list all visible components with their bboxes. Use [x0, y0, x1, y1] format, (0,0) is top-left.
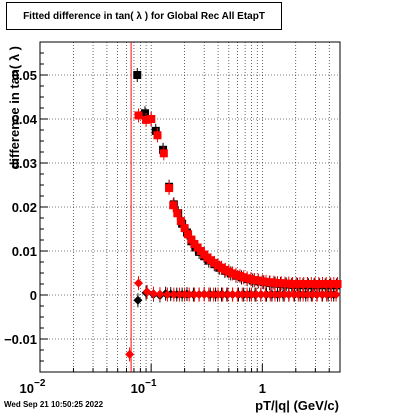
grid — [40, 42, 340, 372]
square-marker — [147, 115, 156, 123]
data-points — [125, 68, 342, 362]
diamond-marker — [142, 287, 152, 297]
square-marker — [140, 109, 149, 118]
diamond-marker — [169, 290, 179, 300]
y-tick-label: 0 — [30, 288, 37, 303]
chart-title: Fitted difference in tan( λ ) for Global… — [23, 10, 265, 22]
diamond-marker — [149, 289, 159, 299]
square-marker — [187, 235, 196, 244]
diamond-marker — [233, 290, 243, 300]
diamond-marker — [331, 290, 341, 300]
square-marker — [151, 126, 160, 135]
y-tick-label: −0.01 — [4, 332, 37, 347]
diamond-marker — [303, 290, 313, 300]
y-tick-label: 0.02 — [12, 200, 37, 215]
square-marker — [153, 131, 162, 140]
square-marker — [184, 230, 193, 239]
diamond-marker — [247, 290, 257, 300]
diamond-marker — [237, 290, 247, 300]
diamond-marker — [228, 290, 238, 300]
x-tick-exponent: −1 — [145, 378, 157, 389]
diamond-marker — [155, 289, 165, 299]
axis-ticks — [39, 41, 341, 373]
square-marker — [173, 209, 182, 218]
diamond-marker — [326, 290, 336, 300]
timestamp-footer: Wed Sep 21 10:50:25 2022 — [4, 400, 104, 409]
square-marker — [142, 115, 151, 124]
square-marker — [165, 184, 174, 193]
diamond-marker — [125, 349, 135, 359]
diamond-marker — [199, 290, 209, 300]
diamond-marker — [289, 290, 299, 300]
y-axis-label: difference in tan( λ ) — [7, 46, 22, 170]
diamond-marker — [180, 290, 190, 300]
y-tick-label: 0.04 — [12, 112, 38, 127]
diamond-marker — [184, 290, 194, 300]
diamond-marker — [284, 290, 294, 300]
diamond-marker — [308, 290, 318, 300]
diamond-marker — [322, 290, 332, 300]
diamond-marker — [213, 290, 223, 300]
diamond-marker — [218, 290, 228, 300]
x-tick-label: 10 — [131, 381, 145, 396]
square-marker — [159, 149, 168, 158]
square-marker — [169, 201, 178, 210]
y-tick-label: 0.01 — [12, 244, 37, 259]
y-tick-labels: 0.05 0.04 0.03 0.02 0.01 0 −0.01 — [4, 68, 38, 347]
square-marker — [133, 71, 142, 79]
diamond-marker — [261, 290, 271, 300]
diamond-marker — [204, 290, 214, 300]
diamond-marker — [312, 290, 322, 300]
x-tick-label: 1 — [259, 381, 266, 396]
diamond-marker — [265, 290, 275, 300]
y-tick-label: 0.05 — [12, 68, 37, 83]
x-axis-label: pT/|q| (GeV/c) — [255, 398, 339, 413]
diamond-marker — [275, 290, 285, 300]
diamond-marker — [223, 290, 233, 300]
y-tick-label: 0.03 — [12, 156, 37, 171]
diamond-marker — [251, 290, 261, 300]
chart-title-box: Fitted difference in tan( λ ) for Global… — [6, 2, 282, 30]
diamond-marker — [162, 290, 172, 300]
square-marker — [176, 217, 185, 226]
diamond-marker — [298, 290, 308, 300]
diamond-marker — [317, 290, 327, 300]
square-marker — [134, 111, 143, 120]
diamond-marker — [189, 290, 199, 300]
diamond-marker — [134, 278, 144, 288]
square-marker — [254, 276, 263, 285]
diamond-marker — [133, 295, 143, 305]
diamond-marker — [270, 290, 280, 300]
diamond-marker — [194, 290, 204, 300]
diamond-marker — [279, 290, 289, 300]
x-tick-labels: 10 −2 10 −1 1 — [20, 378, 266, 396]
diamond-marker — [256, 290, 266, 300]
square-marker — [180, 224, 189, 233]
x-tick-exponent: −2 — [34, 378, 46, 389]
x-tick-label: 10 — [20, 381, 34, 396]
diamond-marker — [293, 290, 303, 300]
diamond-marker — [175, 290, 185, 300]
square-marker — [333, 280, 342, 288]
